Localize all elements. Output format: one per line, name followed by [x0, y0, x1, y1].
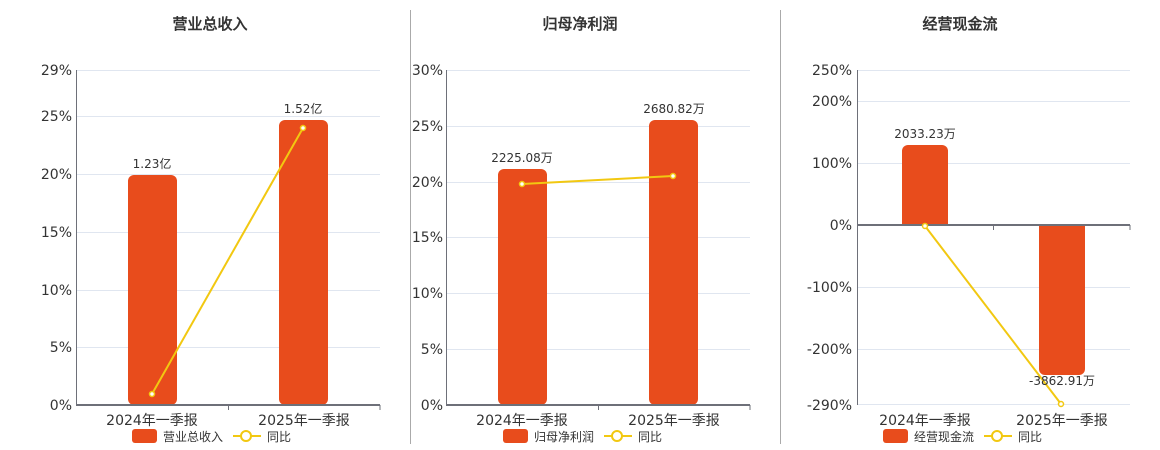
yoy-line — [521, 175, 674, 185]
legend-line-swatch — [233, 429, 262, 443]
svg-text:2024年一季报: 2024年一季报 — [476, 413, 568, 429]
chart-title: 经营现金流 — [922, 15, 998, 33]
svg-text:2024年一季报: 2024年一季报 — [106, 413, 198, 429]
svg-text:5%: 5% — [421, 342, 443, 358]
yoy-line — [924, 225, 1062, 405]
legend[interactable]: 归母净利润 同比 — [503, 428, 662, 444]
legend-line-swatch — [604, 429, 633, 443]
svg-text:200%: 200% — [812, 94, 852, 110]
legend-bar-swatch — [503, 429, 528, 443]
x-axis-labels: 2024年一季报 2025年一季报 — [106, 413, 350, 429]
legend-bar-label[interactable]: 经营现金流 — [914, 429, 975, 444]
legend-line-label[interactable]: 同比 — [267, 429, 292, 444]
grid-lines — [77, 70, 380, 348]
svg-text:0%: 0% — [830, 218, 852, 234]
bar-2025 — [1039, 225, 1085, 375]
legend-line-label[interactable]: 同比 — [1018, 429, 1043, 444]
svg-text:2025年一季报: 2025年一季报 — [1016, 413, 1108, 429]
bar-2024 — [498, 169, 547, 405]
panel-divider — [780, 10, 781, 444]
svg-text:10%: 10% — [41, 283, 72, 299]
svg-text:2025年一季报: 2025年一季报 — [258, 413, 350, 429]
panel-divider — [410, 10, 411, 444]
svg-text:2225.08万: 2225.08万 — [491, 151, 553, 165]
x-axis-labels: 2024年一季报 2025年一季报 — [879, 413, 1108, 429]
svg-text:1.23亿: 1.23亿 — [133, 156, 172, 171]
svg-text:0%: 0% — [421, 398, 443, 414]
y-axis-labels: 250% 200% 100% 0% -100% -200% -290% — [807, 63, 852, 414]
bar-labels: 2033.23万 -3862.91万 — [894, 127, 1095, 388]
svg-text:15%: 15% — [41, 225, 72, 241]
legend-bar-swatch — [883, 429, 908, 443]
grid-lines — [447, 70, 750, 350]
chart-panel-revenue: 营业总收入 29% 25% 20% 15% 10% 5% 0% 1.23亿 — [0, 0, 400, 450]
svg-text:30%: 30% — [412, 63, 443, 79]
svg-text:2024年一季报: 2024年一季报 — [879, 413, 971, 429]
bar-labels: 1.23亿 1.52亿 — [133, 101, 323, 171]
svg-text:250%: 250% — [812, 63, 852, 79]
legend-bar-label[interactable]: 营业总收入 — [163, 429, 224, 444]
legend-line-swatch — [984, 429, 1013, 443]
chart-title: 营业总收入 — [172, 15, 248, 33]
svg-text:2025年一季报: 2025年一季报 — [628, 413, 720, 429]
legend-bar-label[interactable]: 归母净利润 — [534, 429, 595, 444]
svg-text:29%: 29% — [41, 63, 72, 79]
svg-text:20%: 20% — [41, 167, 72, 183]
svg-text:1.52亿: 1.52亿 — [284, 101, 323, 116]
chart-plot: 30% 25% 20% 15% 10% 5% 0% 2225.08万 2680.… — [412, 63, 751, 429]
svg-text:100%: 100% — [812, 156, 852, 172]
svg-text:10%: 10% — [412, 286, 443, 302]
yoy-line — [151, 127, 304, 395]
legend-line-label[interactable]: 同比 — [638, 429, 663, 444]
y-axis-labels: 29% 25% 20% 15% 10% 5% 0% — [41, 63, 72, 414]
grid-lines — [858, 70, 1130, 405]
bar-2024 — [128, 175, 177, 405]
svg-text:-100%: -100% — [807, 280, 852, 296]
svg-text:-200%: -200% — [807, 342, 852, 358]
legend-bar-swatch — [132, 429, 157, 443]
bar-labels: 2225.08万 2680.82万 — [491, 102, 705, 165]
bar-2025 — [279, 120, 328, 405]
y-axis-labels: 30% 25% 20% 15% 10% 5% 0% — [412, 63, 443, 414]
legend[interactable]: 经营现金流 同比 — [883, 428, 1042, 444]
bar-2024 — [902, 145, 948, 225]
svg-text:25%: 25% — [41, 109, 72, 125]
svg-text:5%: 5% — [50, 340, 72, 356]
bar-2025 — [649, 120, 698, 405]
chart-panel-net-profit: 归母净利润 30% 25% 20% 15% 10% 5% 0% 2225. — [412, 15, 751, 444]
svg-text:2033.23万: 2033.23万 — [894, 127, 956, 141]
svg-text:0%: 0% — [50, 398, 72, 414]
svg-text:-3862.91万: -3862.91万 — [1029, 374, 1095, 388]
x-axis-labels: 2024年一季报 2025年一季报 — [476, 413, 720, 429]
legend[interactable]: 营业总收入 同比 — [132, 428, 291, 444]
chart-title: 归母净利润 — [542, 15, 618, 33]
svg-text:2680.82万: 2680.82万 — [643, 102, 705, 116]
svg-text:-290%: -290% — [807, 398, 852, 414]
svg-text:25%: 25% — [412, 119, 443, 135]
svg-text:15%: 15% — [412, 230, 443, 246]
chart-plot: 29% 25% 20% 15% 10% 5% 0% 1.23亿 1.52亿 20… — [41, 63, 381, 429]
svg-text:20%: 20% — [412, 175, 443, 191]
